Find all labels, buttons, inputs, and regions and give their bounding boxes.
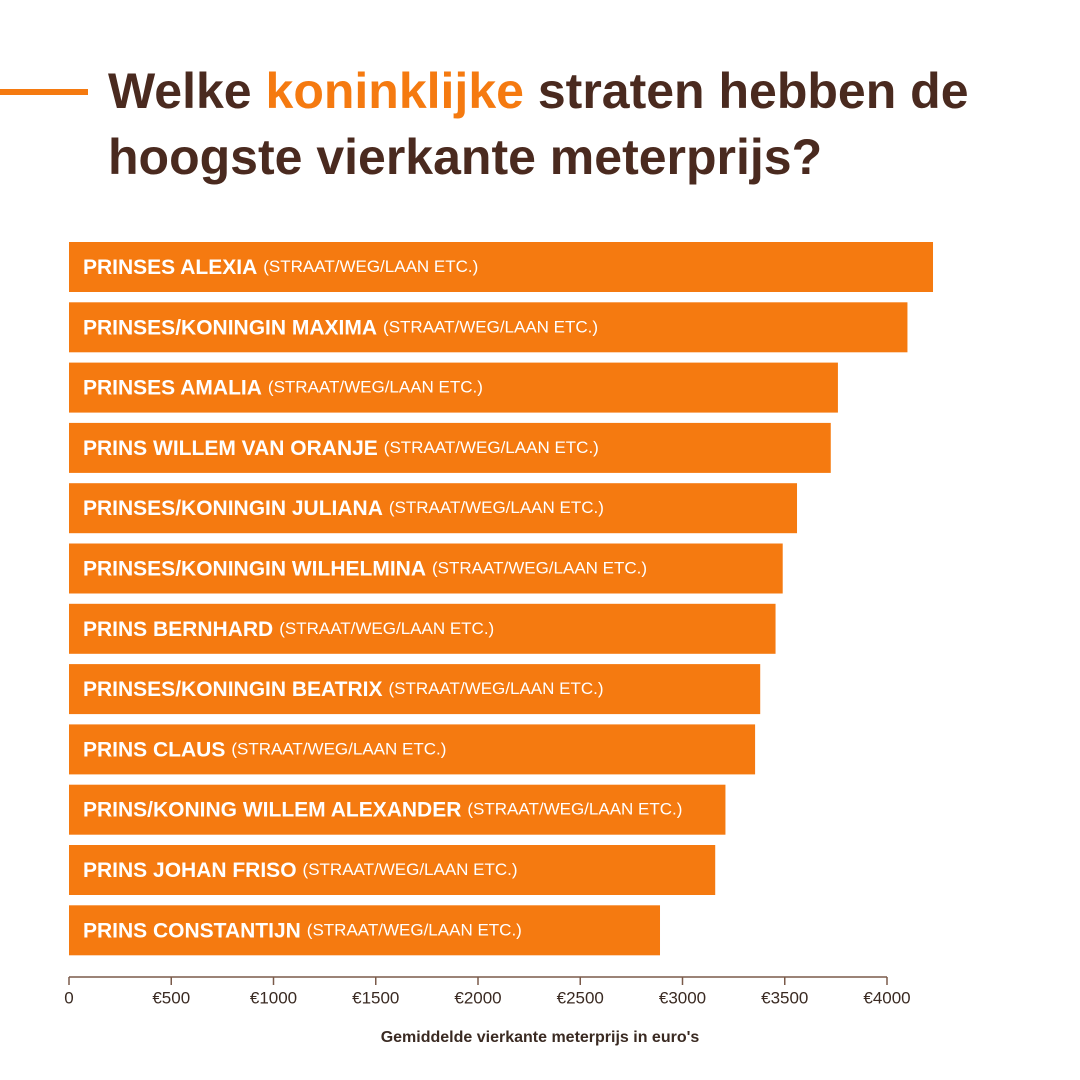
category-suffix: (STRAAT/WEG/LAAN ETC.)	[432, 559, 647, 578]
category-name: PRINS/KONING WILLEM ALEXANDER	[83, 798, 461, 821]
bar-label: PRINSES/KONINGIN BEATRIX (STRAAT/WEG/LAAN…	[83, 678, 604, 701]
bar	[69, 422, 831, 473]
x-axis-label: Gemiddelde vierkante meterprijs in euro'…	[381, 1029, 700, 1046]
category-suffix: (STRAAT/WEG/LAAN ETC.)	[389, 499, 604, 518]
category-name: PRINS WILLEM VAN ORANJE	[83, 436, 378, 459]
bar-label: PRINSES ALEXIA (STRAAT/WEG/LAAN ETC.)	[83, 256, 478, 279]
bar	[69, 845, 716, 895]
bar-label: PRINS WILLEM VAN ORANJE (STRAAT/WEG/LAAN …	[83, 436, 599, 459]
category-name: PRINSES/KONINGIN JULIANA	[83, 497, 383, 520]
bar-label: PRINS JOHAN FRISO (STRAAT/WEG/LAAN ETC.)	[83, 859, 518, 882]
title-after: straten hebben de hoogste vierkante mete…	[108, 63, 969, 185]
title-before: Welke	[108, 63, 252, 119]
x-tick-label: €4000	[863, 988, 910, 1007]
x-tick-label: €2000	[454, 988, 501, 1007]
category-name: PRINS CLAUS	[83, 738, 225, 761]
bar	[69, 724, 756, 775]
bar-label: PRINSES/KONINGIN MAXIMA (STRAAT/WEG/LAAN …	[83, 316, 598, 339]
x-tick-label: €500	[152, 988, 190, 1007]
bar-label: PRINS CLAUS (STRAAT/WEG/LAAN ETC.)	[83, 738, 446, 761]
accent-line	[0, 89, 88, 95]
category-name: PRINS JOHAN FRISO	[83, 859, 297, 882]
x-tick-label: €3500	[761, 988, 808, 1007]
category-name: PRINS CONSTANTIJN	[83, 919, 301, 942]
category-suffix: (STRAAT/WEG/LAAN ETC.)	[307, 921, 522, 940]
category-name: PRINSES ALEXIA	[83, 256, 257, 279]
bar-label: PRINSES AMALIA (STRAAT/WEG/LAAN ETC.)	[83, 376, 483, 399]
bar	[69, 483, 798, 534]
category-name: PRINSES/KONINGIN BEATRIX	[83, 678, 382, 701]
bar-label: PRINSES/KONINGIN JULIANA (STRAAT/WEG/LAAN…	[83, 497, 604, 520]
bar	[69, 784, 726, 835]
bar	[69, 242, 934, 292]
category-suffix: (STRAAT/WEG/LAAN ETC.)	[383, 318, 598, 337]
x-tick-label: €2500	[557, 988, 604, 1007]
category-suffix: (STRAAT/WEG/LAAN ETC.)	[279, 619, 494, 638]
bar	[69, 362, 838, 413]
category-suffix: (STRAAT/WEG/LAAN ETC.)	[303, 860, 518, 879]
category-suffix: (STRAAT/WEG/LAAN ETC.)	[268, 378, 483, 397]
x-tick-label: €1000	[250, 988, 297, 1007]
bar-label: PRINSES/KONINGIN WILHELMINA (STRAAT/WEG/L…	[83, 557, 647, 580]
category-suffix: (STRAAT/WEG/LAAN ETC.)	[263, 257, 478, 276]
bar-label: PRINS BERNHARD (STRAAT/WEG/LAAN ETC.)	[83, 617, 494, 640]
bar	[69, 302, 908, 353]
bar-label: PRINS CONSTANTIJN (STRAAT/WEG/LAAN ETC.)	[83, 919, 522, 942]
bar	[69, 664, 761, 715]
bar-label: PRINS/KONING WILLEM ALEXANDER (STRAAT/WEG…	[83, 798, 682, 821]
category-suffix: (STRAAT/WEG/LAAN ETC.)	[231, 740, 446, 759]
category-suffix: (STRAAT/WEG/LAAN ETC.)	[388, 680, 603, 699]
category-suffix: (STRAAT/WEG/LAAN ETC.)	[467, 800, 682, 819]
x-tick-label: €3000	[659, 988, 706, 1007]
bar	[69, 543, 783, 594]
bar	[69, 905, 661, 956]
category-name: PRINSES/KONINGIN MAXIMA	[83, 316, 377, 339]
bar	[69, 603, 776, 654]
category-name: PRINSES AMALIA	[83, 376, 262, 399]
category-suffix: (STRAAT/WEG/LAAN ETC.)	[384, 438, 599, 457]
category-name: PRINS BERNHARD	[83, 617, 273, 640]
category-name: PRINSES/KONINGIN WILHELMINA	[83, 557, 426, 580]
title-highlight: koninklijke	[265, 63, 524, 119]
chart-title: Welke koninklijke straten hebben de hoog…	[108, 58, 1038, 190]
x-tick-label: €1500	[352, 988, 399, 1007]
x-tick-label: 0	[64, 988, 73, 1007]
